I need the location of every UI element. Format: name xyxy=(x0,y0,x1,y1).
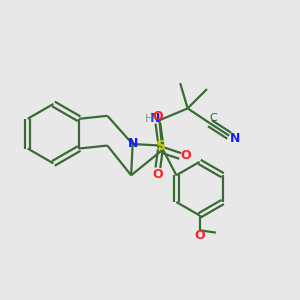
Text: S: S xyxy=(156,139,166,152)
Text: O: O xyxy=(180,149,191,162)
Text: C: C xyxy=(209,113,217,123)
Text: N: N xyxy=(149,112,160,125)
Text: O: O xyxy=(153,110,163,123)
Text: N: N xyxy=(128,137,138,150)
Text: O: O xyxy=(153,168,163,181)
Text: O: O xyxy=(195,229,206,242)
Text: H: H xyxy=(145,114,153,124)
Text: N: N xyxy=(230,132,240,145)
